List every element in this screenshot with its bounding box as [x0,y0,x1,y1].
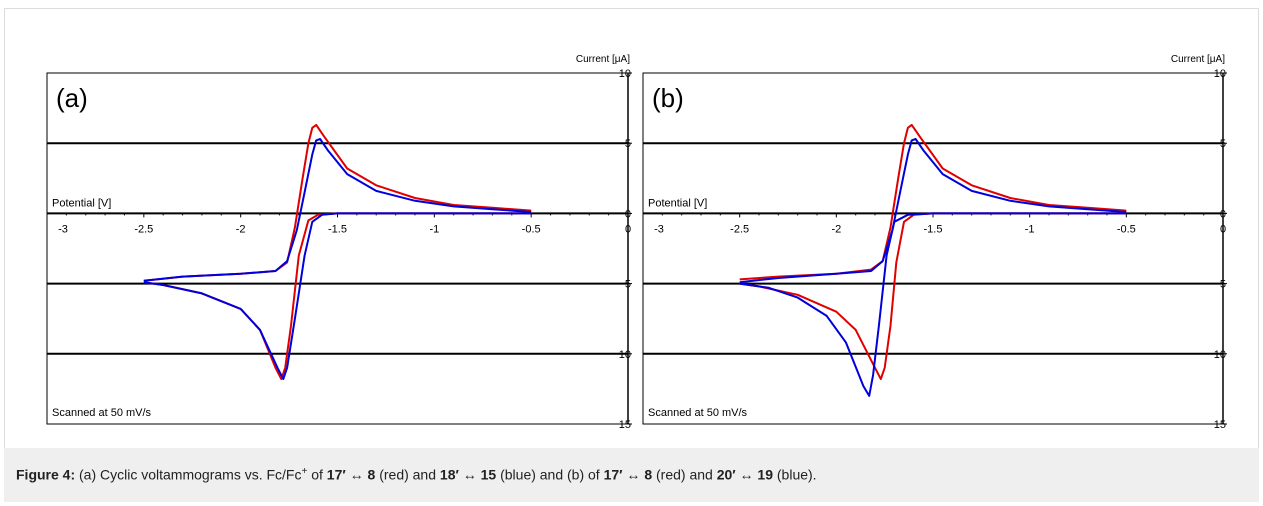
x-tick-label: -1 [429,223,439,235]
caption-text: (blue) and (b) of [496,466,604,483]
x-tick-label: -1.5 [924,223,943,235]
x-tick-label: -1.5 [328,223,347,235]
x-tick-label: -3 [58,223,68,235]
y-tick-label: 5 [625,138,631,150]
caption-text: of [307,466,327,483]
scan-rate-annotation: Scanned at 50 mV/s [52,407,152,419]
panel-label: (b) [652,83,684,113]
x-tick-label: -0.5 [1117,223,1136,235]
y-tick-label: 15 [1214,419,1226,431]
caption-compound: 8 [644,466,653,483]
y-axis-title: Current [μA] [576,54,630,65]
caption-compound: 20′ [716,466,736,483]
y-tick-label: 10 [1214,349,1226,361]
y-axis-title: Current [μA] [1171,54,1225,65]
caption-text: (a) Cyclic voltammograms vs. Fc/Fc [75,466,302,483]
x-axis-title: Potential [V] [648,197,707,209]
series-blue-forward-scan [739,212,1127,397]
caption-text: ↔ [458,466,481,483]
series-blue-forward-scan [143,212,532,381]
caption-label: Figure 4: [16,466,76,483]
caption-compound: 19 [757,466,773,483]
caption-text: ↔ [345,466,368,483]
x-tick-label: -1 [1025,223,1035,235]
series-red-reverse-scan [739,123,1127,281]
x-tick-label: -3 [654,223,664,235]
caption-compound: 17′ [603,466,623,483]
series-blue-reverse-scan [143,138,532,282]
y-tick-label: 15 [619,419,631,431]
caption-compound: 15 [480,466,497,483]
caption-text: ↔ [622,466,645,483]
figure-frame [4,8,1259,502]
panel-label: (a) [56,83,88,113]
x-tick-label: -2 [831,223,841,235]
x-tick-label: -2.5 [730,223,749,235]
plot-area [642,72,1224,425]
caption-superscript: + [301,466,308,477]
caption-text: (blue). [773,466,817,483]
figure-caption: Figure 4: (a) Cyclic voltammograms vs. F… [4,448,1259,502]
x-tick-label: -2 [236,223,246,235]
y-tick-label: 10 [1214,68,1226,80]
caption-text: (red) and [652,466,717,483]
x-tick-label: -0.5 [522,223,541,235]
y-tick-label: 0 [1220,208,1226,220]
scan-rate-annotation: Scanned at 50 mV/s [648,407,748,419]
caption-text: ↔ [735,466,758,483]
y-tick-label: 5 [625,279,631,291]
x-axis-title: Potential [V] [52,197,111,209]
caption-compound: 8 [367,466,376,483]
y-tick-label: 5 [1220,138,1226,150]
series-blue-reverse-scan [739,138,1127,284]
y-tick-label: 5 [1220,279,1226,291]
y-tick-label: 10 [619,68,631,80]
caption-text: (red) and [375,466,440,483]
x-tick-label: -2.5 [134,223,153,235]
y-tick-label: 0 [625,208,631,220]
caption-compound: 17′ [326,466,346,483]
caption-compound: 18′ [439,466,459,483]
y-tick-label: 10 [619,349,631,361]
